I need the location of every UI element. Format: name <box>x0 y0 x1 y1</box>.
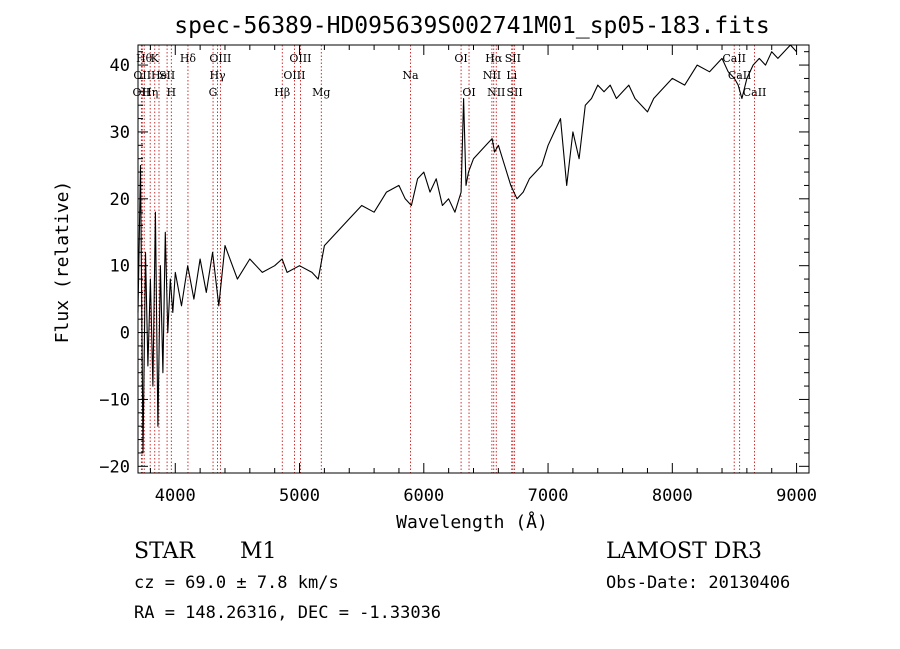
line-marker-label: Mg <box>312 86 330 99</box>
line-marker-label: Hη <box>142 86 158 99</box>
x-tick-label: 4000 <box>155 486 196 506</box>
x-tick-label: 8000 <box>652 486 693 506</box>
line-marker-label: SII <box>507 86 523 99</box>
redshift-cz: cz = 69.0 ± 7.8 km/s <box>134 573 339 593</box>
x-axis-label: Wavelength (Å) <box>396 511 548 533</box>
line-marker-label: OIII <box>283 69 305 82</box>
line-marker-label: Li <box>506 69 517 82</box>
line-marker-label: Hδ <box>180 52 197 65</box>
x-tick-label: 9000 <box>776 486 817 506</box>
line-marker-label: NII <box>487 86 505 99</box>
line-marker-label: OI <box>462 86 475 99</box>
line-marker-label: CaII <box>728 69 752 82</box>
observation-date: Obs-Date: 20130406 <box>606 573 791 593</box>
survey-name: LAMOST DR3 <box>606 539 762 564</box>
y-axis: −20 −10 0 10 20 30 40 <box>99 51 809 477</box>
chart-title: spec-56389-HD095639S002741M01_sp05-183.f… <box>174 13 769 39</box>
object-class: STAR <box>134 539 195 564</box>
y-tick-label: 10 <box>110 257 130 277</box>
line-marker-label: OII <box>133 69 151 82</box>
line-marker-label: NII <box>483 69 501 82</box>
object-subclass: M1 <box>240 539 277 564</box>
x-tick-label: 6000 <box>403 486 444 506</box>
y-tick-label: −10 <box>99 390 130 410</box>
line-marker-group <box>140 45 755 473</box>
spectrum-series-line <box>137 44 798 454</box>
x-tick-label: 7000 <box>528 486 569 506</box>
line-marker-label: G <box>209 86 218 99</box>
y-tick-label: 30 <box>110 123 130 143</box>
line-marker-label: CaII <box>722 52 746 65</box>
line-label-group: OIIOIIHθHηKHeSIIHHδGHγOIIIHβOIIIOIIIMgNa… <box>132 52 766 99</box>
line-marker-label: Hβ <box>274 86 290 99</box>
line-marker-label: OI <box>454 52 467 65</box>
line-marker-label: Hα <box>485 52 503 65</box>
line-marker-label: SII <box>505 52 521 65</box>
y-axis-label: Flux (relative) <box>52 181 73 344</box>
line-marker-label: OIII <box>209 52 231 65</box>
line-marker-label: SII <box>159 69 175 82</box>
plot-frame <box>137 44 810 474</box>
y-tick-label: 40 <box>110 56 130 76</box>
coordinates: RA = 148.26316, DEC = -1.33036 <box>134 603 442 623</box>
line-marker-label: Hγ <box>209 69 226 82</box>
x-tick-label: 5000 <box>279 486 320 506</box>
line-marker-label: OII <box>132 86 150 99</box>
line-marker-label: Na <box>402 69 419 82</box>
y-tick-label: 20 <box>110 190 130 210</box>
y-tick-label: −20 <box>99 457 130 477</box>
x-axis: 4000 5000 6000 7000 8000 9000 <box>149 45 817 506</box>
line-marker-label: CaII <box>743 86 767 99</box>
line-marker-label: K <box>151 52 160 65</box>
line-marker-label: OIII <box>289 52 311 65</box>
y-tick-label: 0 <box>120 324 130 344</box>
line-marker-label: He <box>151 69 167 82</box>
line-marker-label: H <box>167 86 177 99</box>
line-marker-label: Hθ <box>136 52 153 65</box>
spectrum-chart: spec-56389-HD095639S002741M01_sp05-183.f… <box>52 13 817 533</box>
